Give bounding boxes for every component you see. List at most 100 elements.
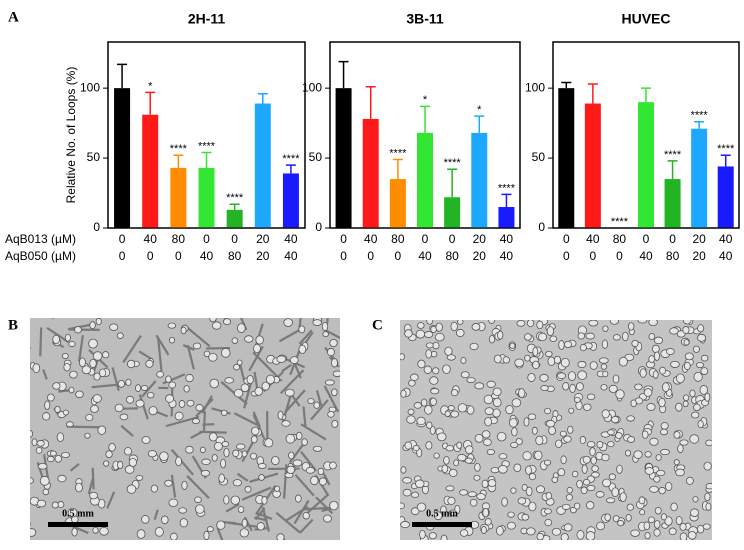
bar [114,88,131,228]
cell [125,395,135,404]
cell [119,413,129,421]
cell [490,467,500,474]
cell [222,318,232,326]
cell [644,467,655,475]
cell [600,363,608,370]
cell [433,452,440,459]
cell-strand [323,385,340,413]
cell [454,504,461,515]
cell [261,496,268,505]
cell [136,529,146,539]
cell [65,421,74,428]
cell [54,454,63,463]
cell [312,319,322,326]
cell [329,338,338,348]
cell [419,529,426,540]
x-tick-label: 0 [340,232,347,246]
error-bar [587,83,598,104]
cell [415,479,425,488]
cell [31,438,38,447]
cell [424,405,433,415]
cell [165,394,175,403]
cell-strand [275,511,301,534]
cell [332,370,340,377]
cell [128,457,137,467]
cell [257,463,267,469]
cell [523,417,530,427]
cell [705,483,712,490]
cell-strand [122,334,142,363]
cell [564,340,572,348]
cell [203,350,211,357]
x-tick-label: 0 [643,232,650,246]
cell [630,529,640,537]
cell [141,515,150,524]
cell [218,473,225,483]
cell [445,485,455,492]
cell [185,445,194,454]
error-bar [173,154,184,168]
cell [527,372,536,382]
cell [704,492,711,501]
cell [329,461,337,470]
cell [655,454,662,461]
cell [589,361,598,370]
y-tick-label: 100 [302,80,322,94]
cell [432,367,440,375]
cell [664,516,673,526]
cell [410,507,420,516]
error-bar [338,60,349,89]
cell [36,499,47,508]
cell [425,342,434,349]
cell [532,360,540,370]
cell [538,332,548,342]
cell [42,488,50,496]
cell [481,430,491,439]
cell [518,388,526,398]
cell [429,376,439,385]
cell [544,407,552,415]
cell [429,397,437,406]
cell [199,446,206,454]
cell [232,449,240,458]
cell [598,357,609,364]
cell [126,484,137,494]
cell [186,399,195,407]
cell [646,403,656,411]
cell [682,394,690,402]
cell [450,389,459,397]
cell [525,486,533,497]
cell [548,426,556,436]
cell-strand [78,335,84,362]
cell [206,526,214,533]
cell [517,497,527,505]
cell [525,465,532,475]
error-bar [641,87,651,103]
cell [255,335,264,345]
cell [416,502,427,512]
cell [608,384,618,393]
cell [457,320,464,325]
cell-strand [294,474,315,497]
cell [691,411,700,419]
cell [616,464,623,474]
cell [135,384,141,393]
cell [665,481,673,492]
cell [692,496,699,503]
cell [639,509,646,516]
cell-strand [283,464,288,499]
cell [615,432,623,439]
cell [415,329,426,339]
cell [67,507,78,518]
cell [567,371,577,381]
cell-strand [252,351,278,377]
cell [697,333,707,342]
cell [440,505,447,515]
x-tick-label: 0 [203,232,210,246]
cell [551,527,562,536]
cell [474,433,484,443]
cell [535,435,544,446]
cell [407,408,415,416]
cell [448,468,458,477]
cell [324,379,335,386]
